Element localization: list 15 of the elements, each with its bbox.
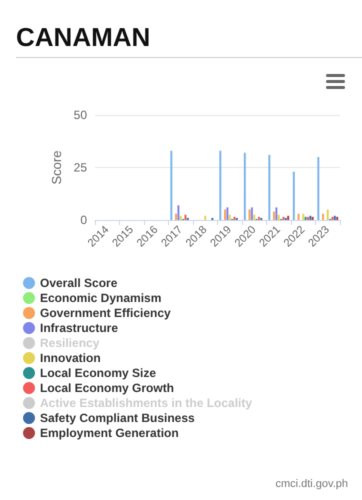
legend-label: Government Efficiency <box>40 306 172 320</box>
legend-label: Economic Dynamism <box>40 291 162 305</box>
legend-label: Local Economy Size <box>40 366 156 380</box>
y-tick-label: 25 <box>74 160 88 174</box>
y-tick-label: 0 <box>80 213 88 227</box>
legend-label: Overall Score <box>40 276 118 290</box>
legend-label: Employment Generation <box>40 426 179 440</box>
y-axis-title: Score <box>48 150 64 184</box>
text: cmci.dti.gov.ph <box>275 478 348 490</box>
legend-label: Safety Compliant Business <box>40 411 196 425</box>
y-tick-label: 50 <box>74 108 88 122</box>
legend-label: Local Economy Growth <box>40 381 174 395</box>
legend-label: Infrastructure <box>40 321 118 335</box>
legend-label: Innovation <box>40 351 101 365</box>
chart-title: CANAMAN <box>16 22 150 53</box>
